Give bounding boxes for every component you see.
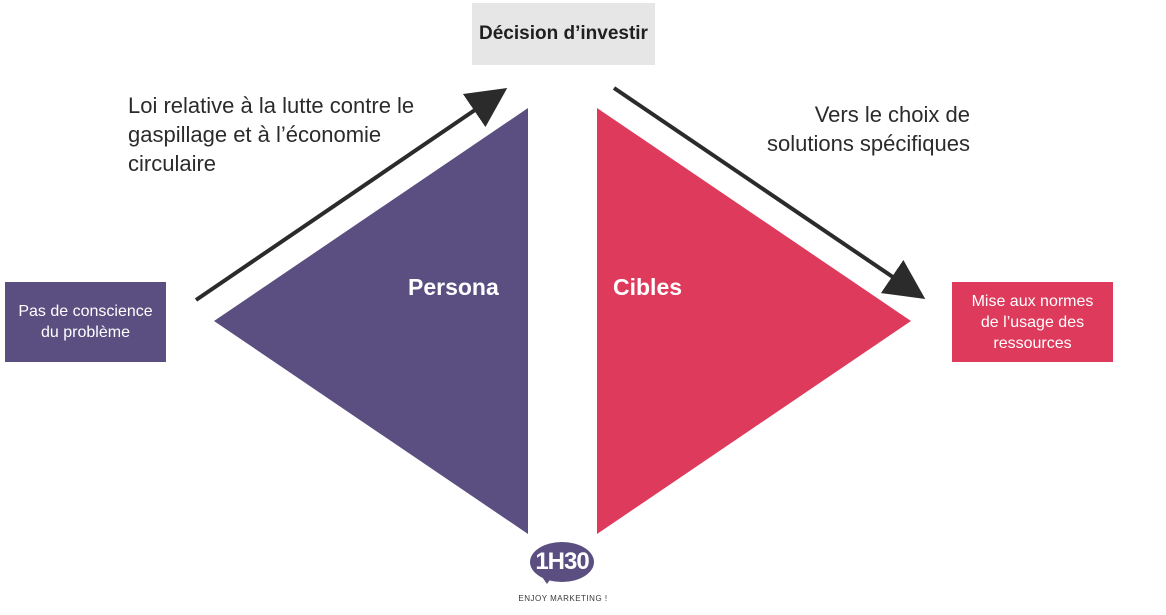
end-box-label: Mise aux normes de l’usage des ressource… [971, 292, 1094, 352]
note-right: Vers le choix de solutions spécifiques [766, 102, 970, 156]
brand-logo: 1H30 ENJOY MARKETING ! [518, 542, 608, 608]
decision-box-label: Décision d’investir [479, 23, 648, 44]
logo-speech-tail [540, 574, 554, 584]
cibles-triangle [597, 108, 911, 534]
decision-box: Décision d’investir [472, 3, 655, 65]
logo-tagline: ENJOY MARKETING ! [518, 594, 608, 603]
end-box: Mise aux normes de l’usage des ressource… [952, 282, 1113, 362]
persona-label: Persona [408, 274, 499, 300]
cibles-label: Cibles [613, 274, 683, 300]
down-arrow [612, 86, 926, 299]
up-arrow [194, 87, 508, 302]
start-box: Pas de conscience du problème [5, 282, 166, 362]
logo-mark: 1H30 [530, 542, 594, 582]
note-left: Loi relative à la lutte contre le gaspil… [128, 93, 415, 176]
start-box-label: Pas de conscience du problème [18, 303, 153, 341]
persona-triangle [214, 108, 528, 534]
